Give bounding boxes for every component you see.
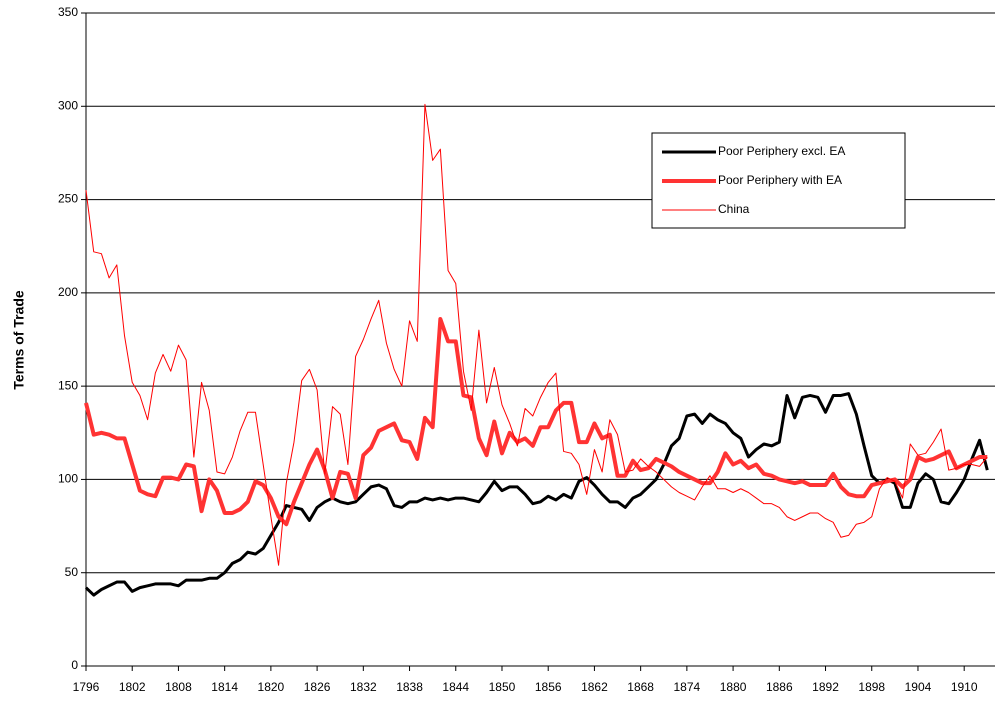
x-tick-label: 1826 — [304, 680, 331, 694]
legend-label: Poor Periphery excl. EA — [718, 144, 845, 158]
y-tick-label: 100 — [58, 472, 78, 486]
y-tick-label: 0 — [71, 658, 78, 672]
series-line — [84, 316, 988, 527]
legend-label: China — [718, 202, 750, 216]
x-tick-label: 1886 — [766, 680, 793, 694]
x-tick-label: 1796 — [73, 680, 100, 694]
x-tick-label: 1868 — [627, 680, 654, 694]
x-tick-label: 1862 — [581, 680, 608, 694]
x-tick-label: 1844 — [442, 680, 469, 694]
x-tick-label: 1910 — [951, 680, 978, 694]
x-tick-label: 1808 — [165, 680, 192, 694]
x-tick-label: 1892 — [812, 680, 839, 694]
x-tick-label: 1856 — [535, 680, 562, 694]
x-tick-label: 1820 — [258, 680, 285, 694]
x-tick-label: 1850 — [489, 680, 516, 694]
x-tick-label: 1880 — [720, 680, 747, 694]
legend-label: Poor Periphery with EA — [718, 173, 842, 187]
x-tick-label: 1904 — [905, 680, 932, 694]
y-tick-label: 150 — [58, 378, 78, 392]
y-tick-label: 200 — [58, 285, 78, 299]
y-tick-label: 250 — [58, 192, 78, 206]
series-line — [85, 103, 988, 566]
x-tick-label: 1814 — [211, 680, 238, 694]
x-tick-label: 1802 — [119, 680, 146, 694]
series-line — [84, 392, 989, 597]
x-tick-label: 1838 — [396, 680, 423, 694]
y-axis-label: Terms of Trade — [11, 290, 27, 390]
y-tick-label: 350 — [58, 5, 78, 19]
x-tick-label: 1874 — [674, 680, 701, 694]
y-tick-label: 300 — [58, 98, 78, 112]
x-tick-label: 1832 — [350, 680, 377, 694]
y-tick-label: 50 — [65, 565, 79, 579]
x-tick-label: 1898 — [858, 680, 885, 694]
